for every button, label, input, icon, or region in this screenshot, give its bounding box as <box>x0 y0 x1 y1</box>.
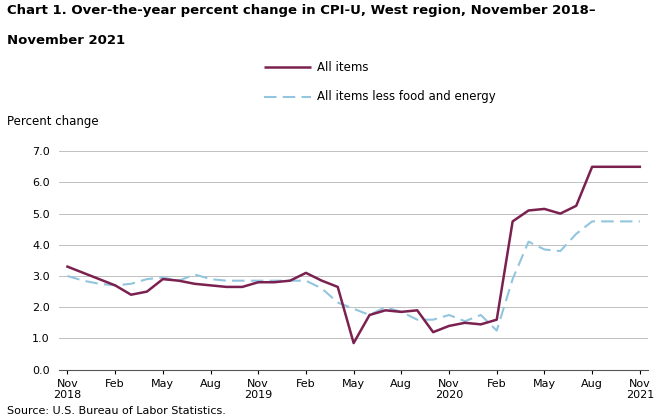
Text: All items: All items <box>317 61 369 74</box>
Text: November 2021: November 2021 <box>7 34 125 47</box>
Text: Chart 1. Over-the-year percent change in CPI-U, West region, November 2018–: Chart 1. Over-the-year percent change in… <box>7 4 596 17</box>
Text: Percent change: Percent change <box>7 115 98 128</box>
Text: Source: U.S. Bureau of Labor Statistics.: Source: U.S. Bureau of Labor Statistics. <box>7 406 225 416</box>
Text: All items less food and energy: All items less food and energy <box>317 90 496 103</box>
